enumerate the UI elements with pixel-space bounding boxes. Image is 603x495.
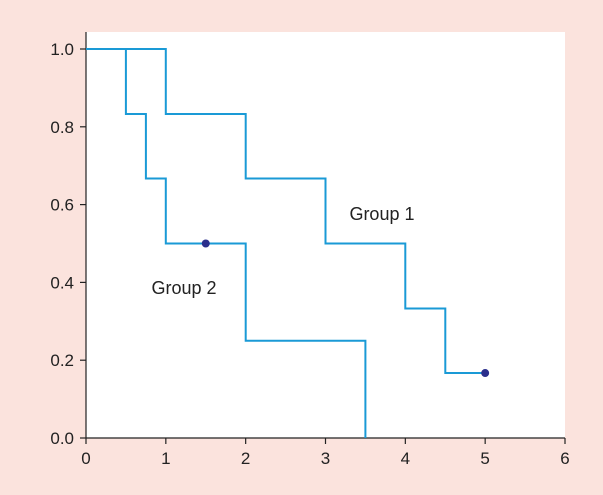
series-label-group-1: Group 1 [349,204,414,224]
x-tick-label: 0 [81,449,90,468]
y-tick-label: 0.4 [50,273,74,292]
series-line-group-2 [86,48,367,438]
series-line-group-1 [86,48,486,374]
y-tick-label: 0.8 [50,118,74,137]
x-tick-label: 6 [560,449,569,468]
censor-marker [201,239,210,248]
x-tick-label: 4 [401,449,410,468]
x-tick-label: 5 [480,449,489,468]
y-tick-label: 0.6 [50,196,74,215]
x-tick-label: 3 [321,449,330,468]
y-tick-label: 0.0 [50,429,74,448]
x-tick-label: 1 [161,449,170,468]
x-tick-label: 2 [241,449,250,468]
y-tick-label: 1.0 [50,40,74,59]
y-tick-label: 0.2 [50,351,74,370]
censor-marker [481,369,490,378]
series-label-group-2: Group 2 [151,278,216,298]
